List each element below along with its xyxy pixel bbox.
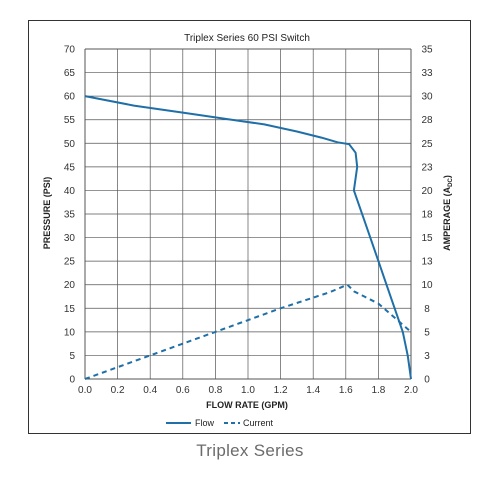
y2-tick-label: 15 (421, 233, 433, 244)
series-lines (84, 95, 412, 380)
image-caption: Triplex Series (196, 441, 304, 460)
series-flow-line (84, 95, 412, 380)
y-tick-label: 25 (64, 257, 76, 268)
series-current-line (84, 283, 412, 380)
x-tick-label: 0.6 (176, 385, 190, 396)
y-tick-label: 55 (64, 115, 76, 126)
chart-frame (28, 20, 471, 434)
chart-title: Triplex Series 60 PSI Switch (184, 33, 310, 44)
y2-tick-label: 8 (424, 304, 430, 315)
y2-tick-label: 25 (421, 139, 433, 150)
legend-flow-label: Flow (195, 418, 215, 428)
y-tick-label: 5 (69, 351, 75, 362)
x-tick-label: 1.2 (274, 385, 288, 396)
x-tick-label: 1.0 (241, 385, 255, 396)
y-axis-title: PRESSURE (PSI) (42, 177, 52, 250)
x-axis-title: FLOW RATE (GPM) (206, 400, 288, 410)
y-tick-label: 60 (64, 92, 76, 103)
x-tick-label: 0.2 (111, 385, 125, 396)
y-tick-label: 20 (64, 280, 76, 291)
y2-tick-label: 5 (424, 327, 430, 338)
x-tick-label: 0.0 (78, 385, 92, 396)
y-tick-label: 35 (64, 210, 76, 221)
y-tick-label: 15 (64, 304, 76, 315)
y2-axis-title: AMPERAGE (ADC) (442, 175, 454, 251)
y2-tick-label: 20 (421, 186, 433, 197)
y-tick-label: 40 (64, 186, 76, 197)
x-tick-label: 2.0 (404, 385, 418, 396)
y-tick-label: 70 (64, 45, 76, 56)
y-tick-label: 10 (64, 327, 76, 338)
y2-tick-label: 0 (424, 375, 430, 386)
x-tick-label: 1.8 (371, 385, 385, 396)
y2-tick-label: 10 (421, 280, 433, 291)
y2-tick-label: 13 (421, 257, 433, 268)
y-tick-label: 50 (64, 139, 76, 150)
x-tick-label: 1.4 (306, 385, 320, 396)
legend: Flow Current (166, 418, 274, 428)
y-tick-label: 65 (64, 68, 76, 79)
y2-axis-title-subscript: DC (448, 177, 454, 186)
x-tick-label: 0.4 (143, 385, 157, 396)
legend-current-label: Current (243, 418, 274, 428)
y-tick-label: 0 (69, 375, 75, 386)
y-tick-labels: 0 5 10 15 20 25 30 35 40 45 50 55 60 65 70 (64, 45, 76, 386)
x-tick-labels: 0.0 0.2 0.4 0.6 0.8 1.0 1.2 1.4 1.6 1.8 2.0 (78, 385, 418, 396)
y2-tick-label: 33 (421, 68, 433, 79)
y2-tick-label: 18 (421, 210, 433, 221)
gridlines (84, 48, 412, 380)
y-tick-label: 45 (64, 162, 76, 173)
y2-tick-label: 3 (424, 351, 430, 362)
y2-tick-label: 30 (421, 92, 433, 103)
y2-tick-label: 23 (421, 162, 433, 173)
x-tick-label: 0.8 (208, 385, 222, 396)
y2-tick-label: 28 (421, 115, 433, 126)
y2-tick-label: 35 (421, 45, 433, 56)
x-tick-label: 1.6 (339, 385, 353, 396)
y-tick-label: 30 (64, 233, 76, 244)
